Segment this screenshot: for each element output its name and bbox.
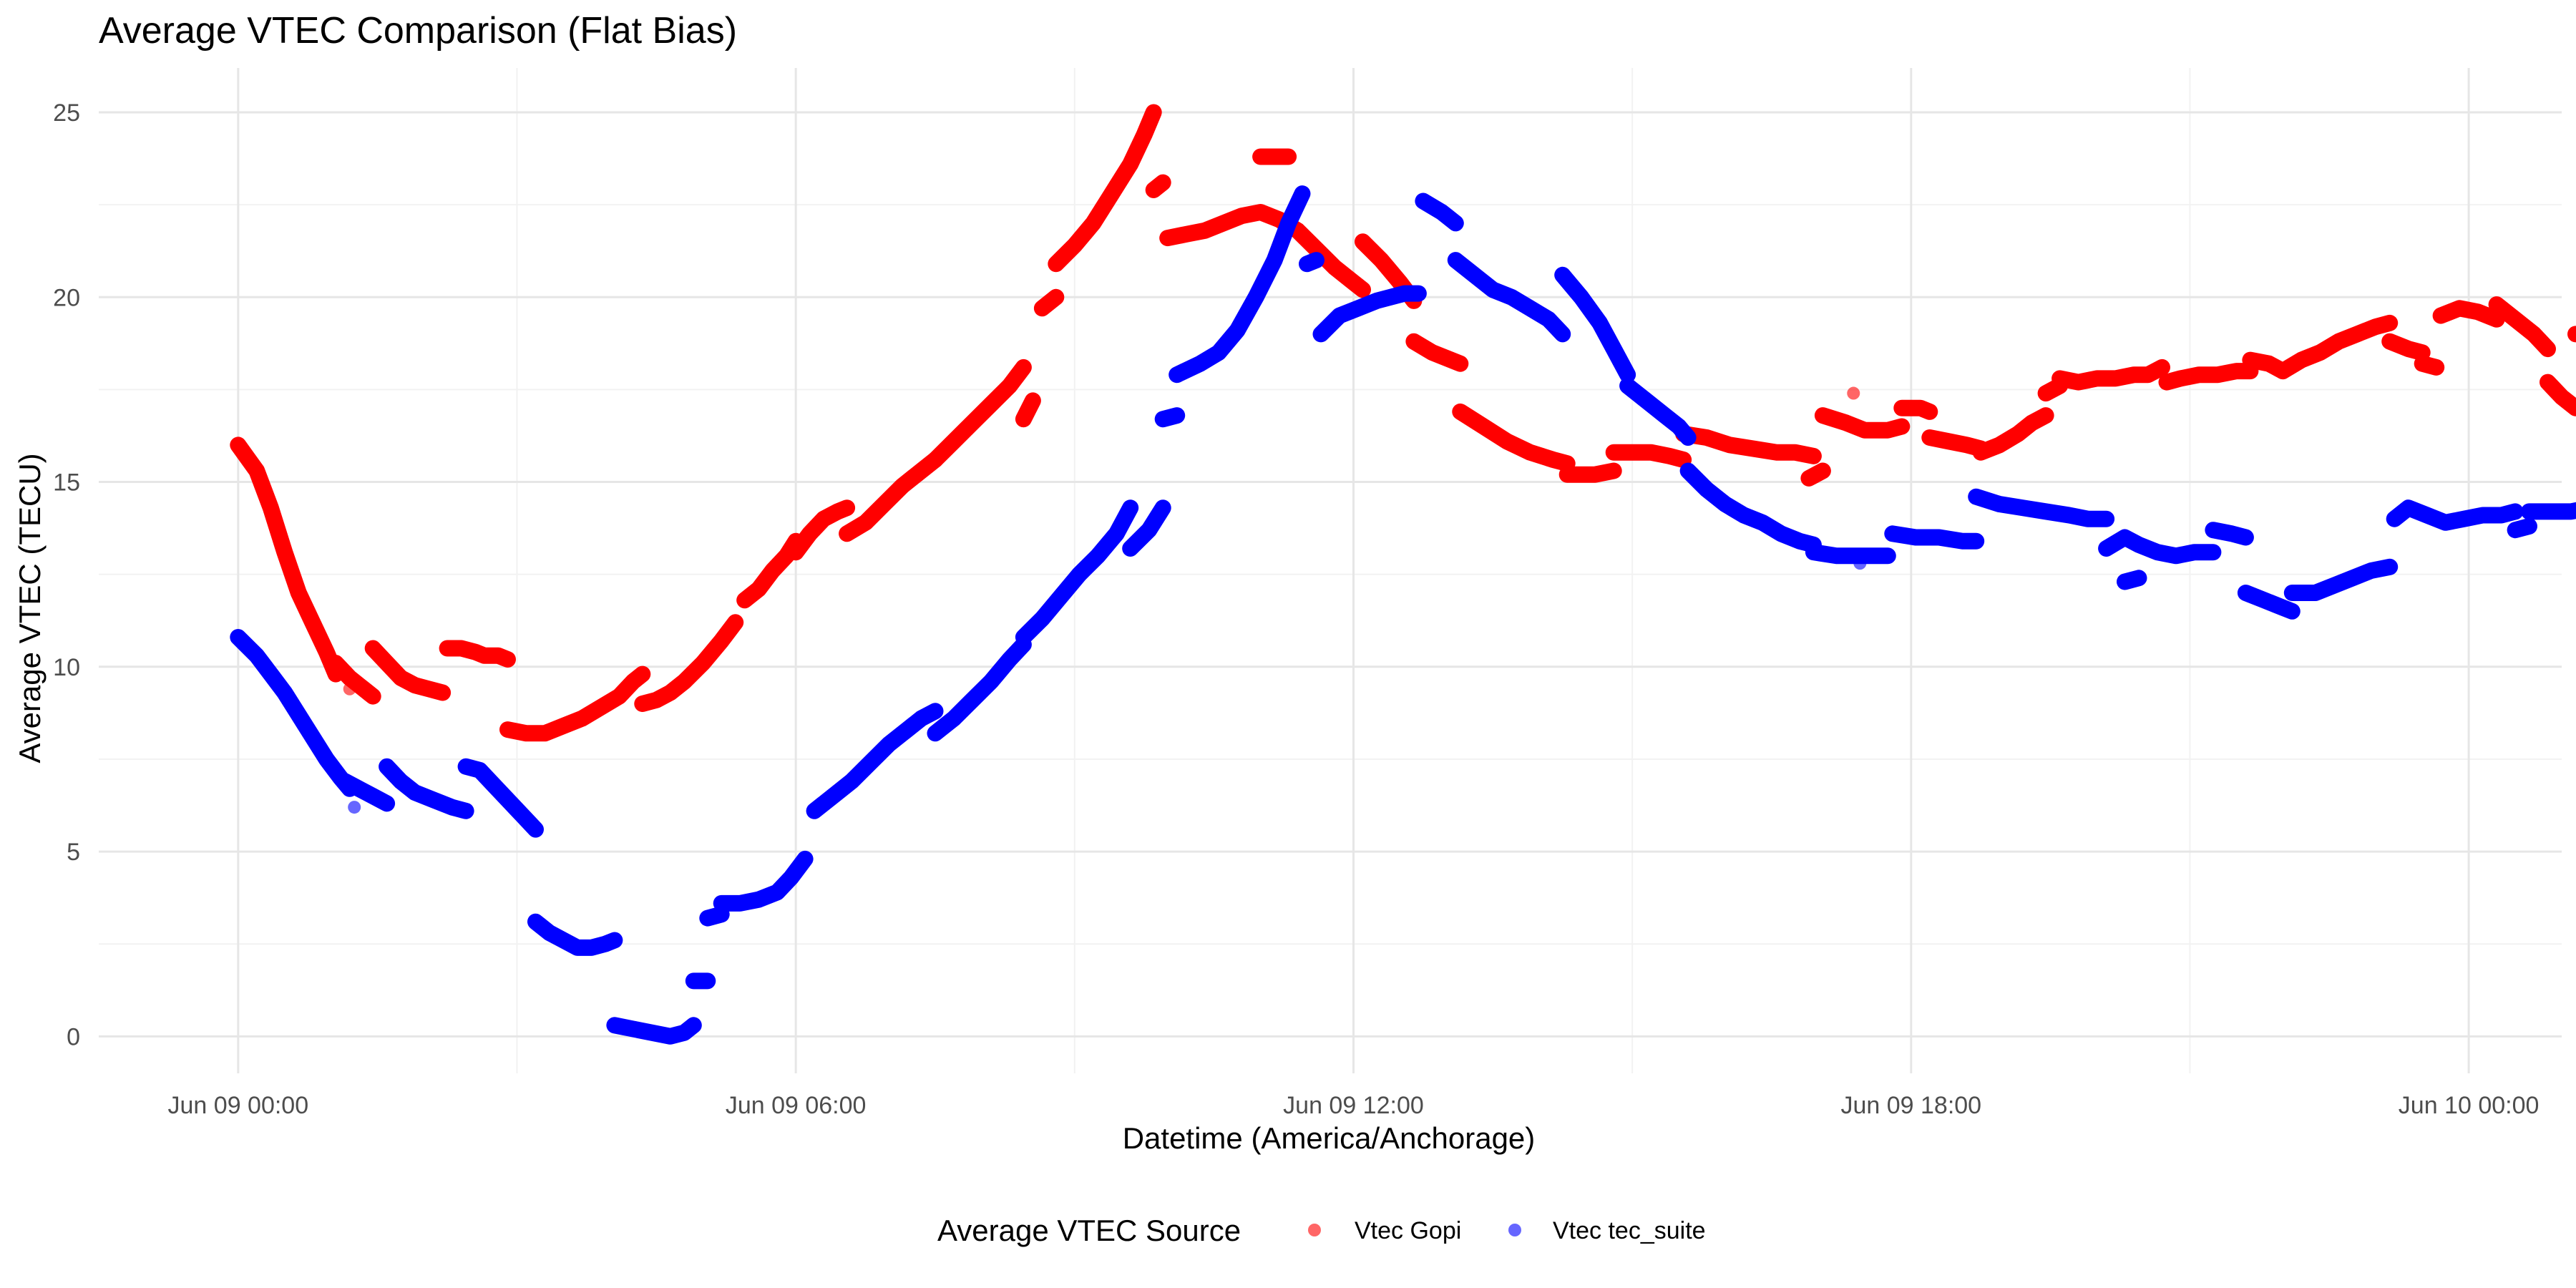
series-vtec-tec-suite xyxy=(230,185,2576,1045)
y-tick-label: 0 xyxy=(67,1023,80,1050)
series-segment xyxy=(1554,266,1636,384)
series-segment xyxy=(2283,558,2399,601)
series-segment xyxy=(1015,392,1041,428)
series-segment xyxy=(1558,462,1622,483)
series-segment xyxy=(2414,355,2445,376)
series-segment xyxy=(1972,407,2054,461)
series-segment xyxy=(634,614,744,712)
series-segment xyxy=(2488,296,2556,358)
series-segment xyxy=(230,436,344,683)
series-segment xyxy=(1299,252,1324,273)
series-segment xyxy=(2117,570,2147,590)
series-segment xyxy=(1675,425,1822,464)
series-segment xyxy=(499,665,651,742)
series-segment xyxy=(1145,174,1171,198)
series-segment xyxy=(1968,488,2115,527)
series-segment xyxy=(2521,502,2576,520)
series-segment xyxy=(1015,499,1139,645)
x-tick-label: Jun 09 12:00 xyxy=(1283,1092,1424,1119)
series-segment xyxy=(1033,288,1065,317)
series-segment xyxy=(2205,522,2254,546)
series-segment xyxy=(787,499,856,561)
data-point xyxy=(1847,386,1860,400)
series-segment xyxy=(2098,529,2222,565)
series-segment xyxy=(806,703,944,819)
series-segment xyxy=(2237,585,2301,620)
series-segment xyxy=(230,629,358,797)
legend-key-vtec-gopi xyxy=(1308,1224,1321,1236)
series-segment xyxy=(927,636,1032,742)
series-segment xyxy=(1312,285,1427,343)
tick-labels: 0 5 10 15 20 25 Jun 09 00:00 Jun 09 06:00 Jun 09… xyxy=(53,99,2539,1119)
series-segment xyxy=(2037,377,2069,402)
series-segment xyxy=(2381,333,2431,361)
y-tick-label: 15 xyxy=(53,469,80,497)
chart-title: Average VTEC Comparison (Flat Bias) xyxy=(99,10,737,52)
series-segment xyxy=(1814,407,1911,439)
series-segment xyxy=(379,758,474,819)
series-segment xyxy=(527,913,623,956)
series-vtec-gopi xyxy=(230,104,2576,742)
series-segment xyxy=(1452,403,1576,472)
series-segment xyxy=(713,850,814,912)
series-segment xyxy=(2158,363,2259,391)
series-segment xyxy=(1619,377,1697,446)
series-segment xyxy=(364,640,452,701)
series-segment xyxy=(1405,333,1469,372)
data-point xyxy=(1853,557,1867,570)
series-segment xyxy=(927,358,1032,468)
x-tick-label: Jun 09 00:00 xyxy=(168,1092,309,1119)
x-tick-label: Jun 09 18:00 xyxy=(1840,1092,1981,1119)
y-axis-title: Average VTEC (TECU) xyxy=(13,453,47,763)
legend-label-vtec-gopi: Vtec Gopi xyxy=(1355,1217,1461,1244)
series-segment xyxy=(1415,192,1464,232)
series-segment xyxy=(1447,252,1571,343)
series-segment xyxy=(1154,407,1186,428)
series-segment xyxy=(1169,185,1311,384)
series-segment xyxy=(2540,374,2576,416)
series-segment xyxy=(1805,544,1896,565)
grid-layer xyxy=(99,68,2562,1073)
series-segment xyxy=(1893,399,1938,420)
y-tick-label: 25 xyxy=(53,99,80,127)
series-segment xyxy=(2274,314,2399,380)
series-segment xyxy=(839,452,944,542)
data-point xyxy=(348,801,361,814)
legend-title: Average VTEC Source xyxy=(937,1214,1241,1247)
data-point xyxy=(343,682,356,696)
series-segment xyxy=(457,758,544,838)
series-segment xyxy=(1605,444,1692,468)
series-segment xyxy=(439,640,516,668)
y-tick-label: 20 xyxy=(53,284,80,311)
series-segment xyxy=(1159,204,1371,298)
series-segment xyxy=(2386,499,2524,531)
series-segment xyxy=(699,906,730,927)
x-tick-label: Jun 10 00:00 xyxy=(2399,1092,2540,1119)
x-tick-label: Jun 09 06:00 xyxy=(726,1092,867,1119)
series-segment xyxy=(2432,300,2505,328)
y-tick-label: 10 xyxy=(53,654,80,681)
legend-key-vtec-tec-suite xyxy=(1508,1224,1521,1236)
series-segment xyxy=(606,1017,702,1045)
series-segment xyxy=(1679,462,1822,553)
series-segment xyxy=(1884,525,1985,550)
series-segment xyxy=(1122,499,1171,557)
data-layer xyxy=(230,104,2576,1045)
series-segment xyxy=(336,773,396,812)
y-tick-label: 5 xyxy=(67,839,80,866)
series-segment xyxy=(2051,358,2170,391)
series-segment xyxy=(2507,518,2537,539)
legend-label-vtec-tec-suite: Vtec tec_suite xyxy=(1553,1217,1706,1244)
series-segment xyxy=(1048,104,1162,273)
series-segment xyxy=(1800,462,1831,487)
legend: Average VTEC Source Vtec Gopi Vtec tec_s… xyxy=(937,1214,1706,1247)
series-segment xyxy=(1921,429,1989,457)
series-segment xyxy=(327,655,381,705)
x-axis-title: Datetime (America/Anchorage) xyxy=(1123,1121,1536,1155)
